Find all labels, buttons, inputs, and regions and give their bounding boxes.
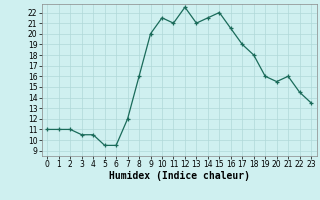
X-axis label: Humidex (Indice chaleur): Humidex (Indice chaleur) xyxy=(109,171,250,181)
